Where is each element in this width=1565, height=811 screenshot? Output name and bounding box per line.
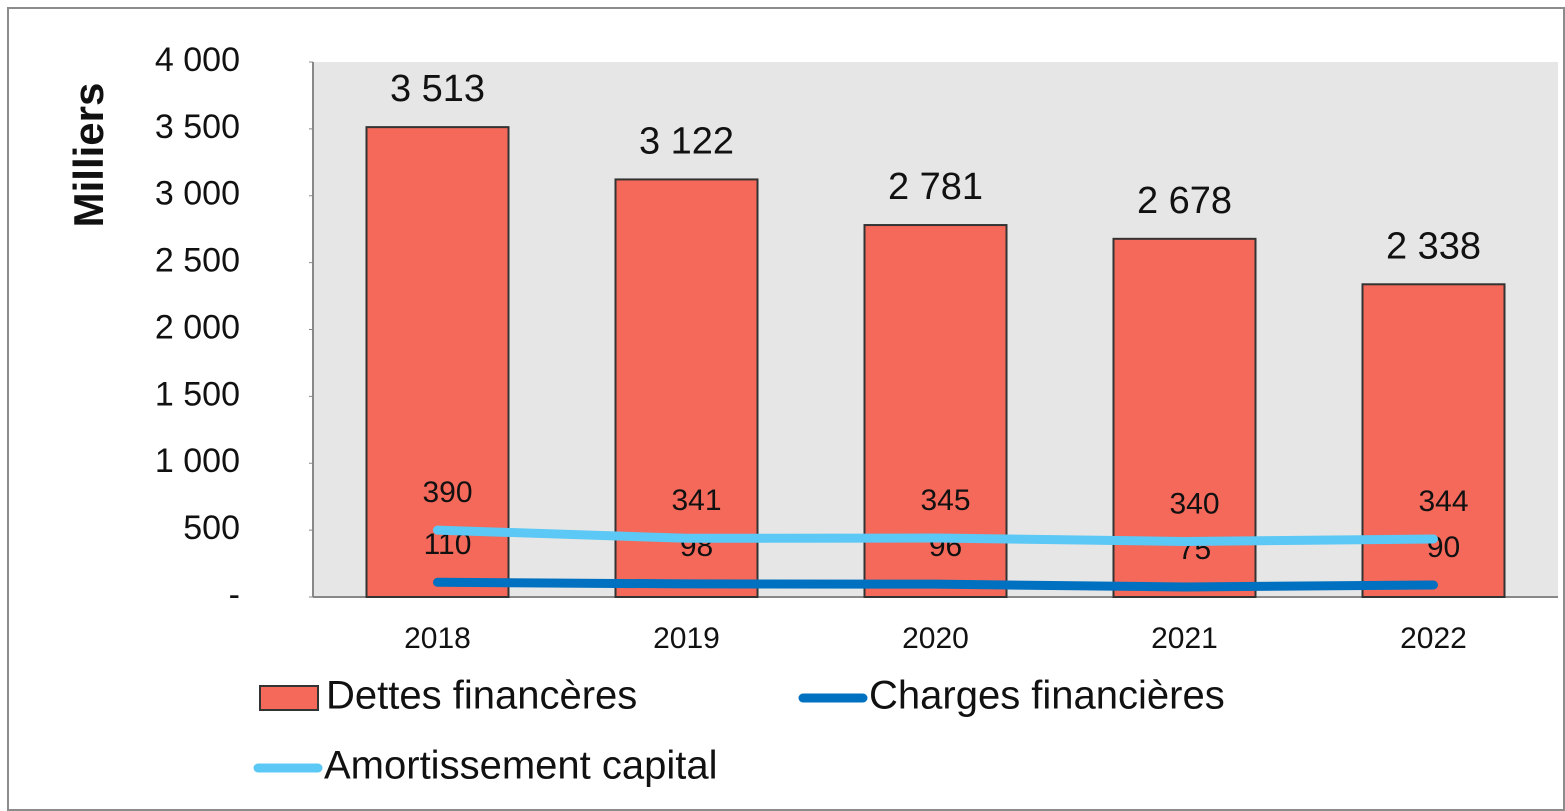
- x-tick-label: 2018: [404, 622, 471, 655]
- y-tick-label: 4 000: [155, 41, 240, 79]
- line: [433, 577, 1438, 592]
- bar: [365, 126, 510, 598]
- bar-value-label: 2 678: [1137, 180, 1232, 222]
- y-tick-label: 500: [183, 509, 240, 547]
- y-tick-label: 2 000: [155, 308, 240, 346]
- x-tick-label: 2021: [1151, 622, 1218, 655]
- y-tick-label: 3 500: [155, 108, 240, 146]
- bar-value-label: 3 513: [390, 68, 485, 110]
- bar: [614, 178, 759, 598]
- line-value-label: 340: [1169, 487, 1219, 520]
- bar-value-label: 2 781: [888, 166, 983, 208]
- bar-value-label: 3 122: [639, 120, 734, 162]
- y-tick-label: 1 000: [155, 442, 240, 480]
- legend-swatch: [259, 685, 319, 711]
- bar: [1361, 283, 1506, 598]
- legend-label: Amortissement capital: [324, 744, 717, 788]
- y-axis-label: Milliers: [65, 83, 112, 228]
- y-tick-label: 1 500: [155, 375, 240, 413]
- line-value-label: 390: [422, 476, 472, 509]
- legend-label: Dettes financères: [326, 674, 637, 718]
- line: [433, 525, 1438, 546]
- x-tick-label: 2019: [653, 622, 720, 655]
- x-tick-label: 2022: [1400, 622, 1467, 655]
- legend-label: Charges financières: [869, 674, 1225, 718]
- line-value-label: 344: [1418, 485, 1468, 518]
- y-tick-label: 2 500: [155, 242, 240, 280]
- line-value-label: 341: [671, 484, 721, 517]
- line-value-label: 345: [920, 484, 970, 517]
- bar-value-label: 2 338: [1386, 225, 1481, 267]
- y-tick-label: -: [229, 576, 240, 614]
- y-tick-label: 3 000: [155, 175, 240, 213]
- x-tick-label: 2020: [902, 622, 969, 655]
